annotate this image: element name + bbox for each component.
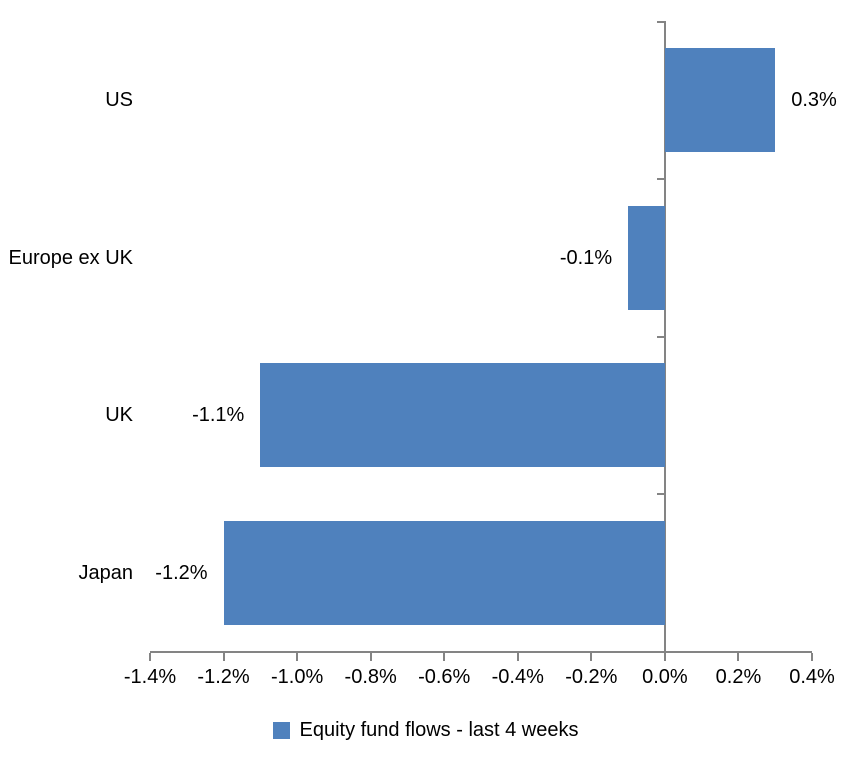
x-axis-tick	[811, 653, 813, 661]
x-axis-tick-label: -1.0%	[270, 666, 324, 688]
category-label-uk: UK	[105, 404, 133, 427]
category-label-us: US	[105, 88, 133, 111]
x-axis-tick-label: -1.4%	[123, 666, 177, 688]
bar-japan	[223, 521, 665, 626]
value-label-japan: -1.2%	[155, 562, 208, 585]
value-label-europe-ex-uk: -0.1%	[559, 246, 613, 269]
x-axis-tick	[370, 653, 372, 661]
category-label-europe-ex-uk: Europe ex UK	[8, 246, 133, 269]
x-axis-tick	[664, 653, 666, 661]
legend-swatch	[273, 721, 291, 739]
category-axis-tick	[656, 178, 665, 180]
x-axis-tick	[737, 653, 739, 661]
bar-uk	[260, 363, 665, 468]
x-axis-tick-label: -0.8%	[344, 666, 397, 688]
bar-us	[664, 47, 776, 152]
category-label-japan: Japan	[78, 562, 134, 585]
category-axis-tick	[656, 493, 665, 495]
x-axis-line	[150, 651, 812, 653]
category-axis-tick	[656, 336, 665, 338]
value-label-us: 0.3%	[791, 88, 837, 111]
x-axis-tick-label: -0.4%	[491, 666, 544, 688]
x-axis-tick-label: -0.6%	[418, 666, 471, 688]
x-axis-tick	[517, 653, 519, 661]
value-label-uk: -1.1%	[192, 404, 245, 427]
x-axis-tick-label: 0.4%	[789, 666, 835, 688]
legend-label: Equity fund flows - last 4 weeks	[299, 719, 579, 741]
zero-axis-line	[663, 21, 666, 652]
x-axis-tick	[443, 653, 445, 661]
x-axis-tick-label: -1.2%	[197, 666, 250, 688]
x-axis-tick	[149, 653, 151, 661]
legend: Equity fund flows - last 4 weeks	[0, 716, 852, 744]
x-axis-tick	[223, 653, 225, 661]
x-axis-tick-label: -0.2%	[565, 666, 618, 688]
x-axis-tick	[590, 653, 592, 661]
x-axis-tick-label: 0.0%	[642, 666, 688, 688]
x-axis-tick-label: 0.2%	[715, 666, 762, 688]
bar-europe-ex-uk	[628, 205, 665, 310]
plot-area: 0.3% -0.1% -1.1% -1.2%	[149, 21, 837, 661]
x-axis-tick	[296, 653, 298, 661]
category-axis-tick	[656, 21, 665, 23]
